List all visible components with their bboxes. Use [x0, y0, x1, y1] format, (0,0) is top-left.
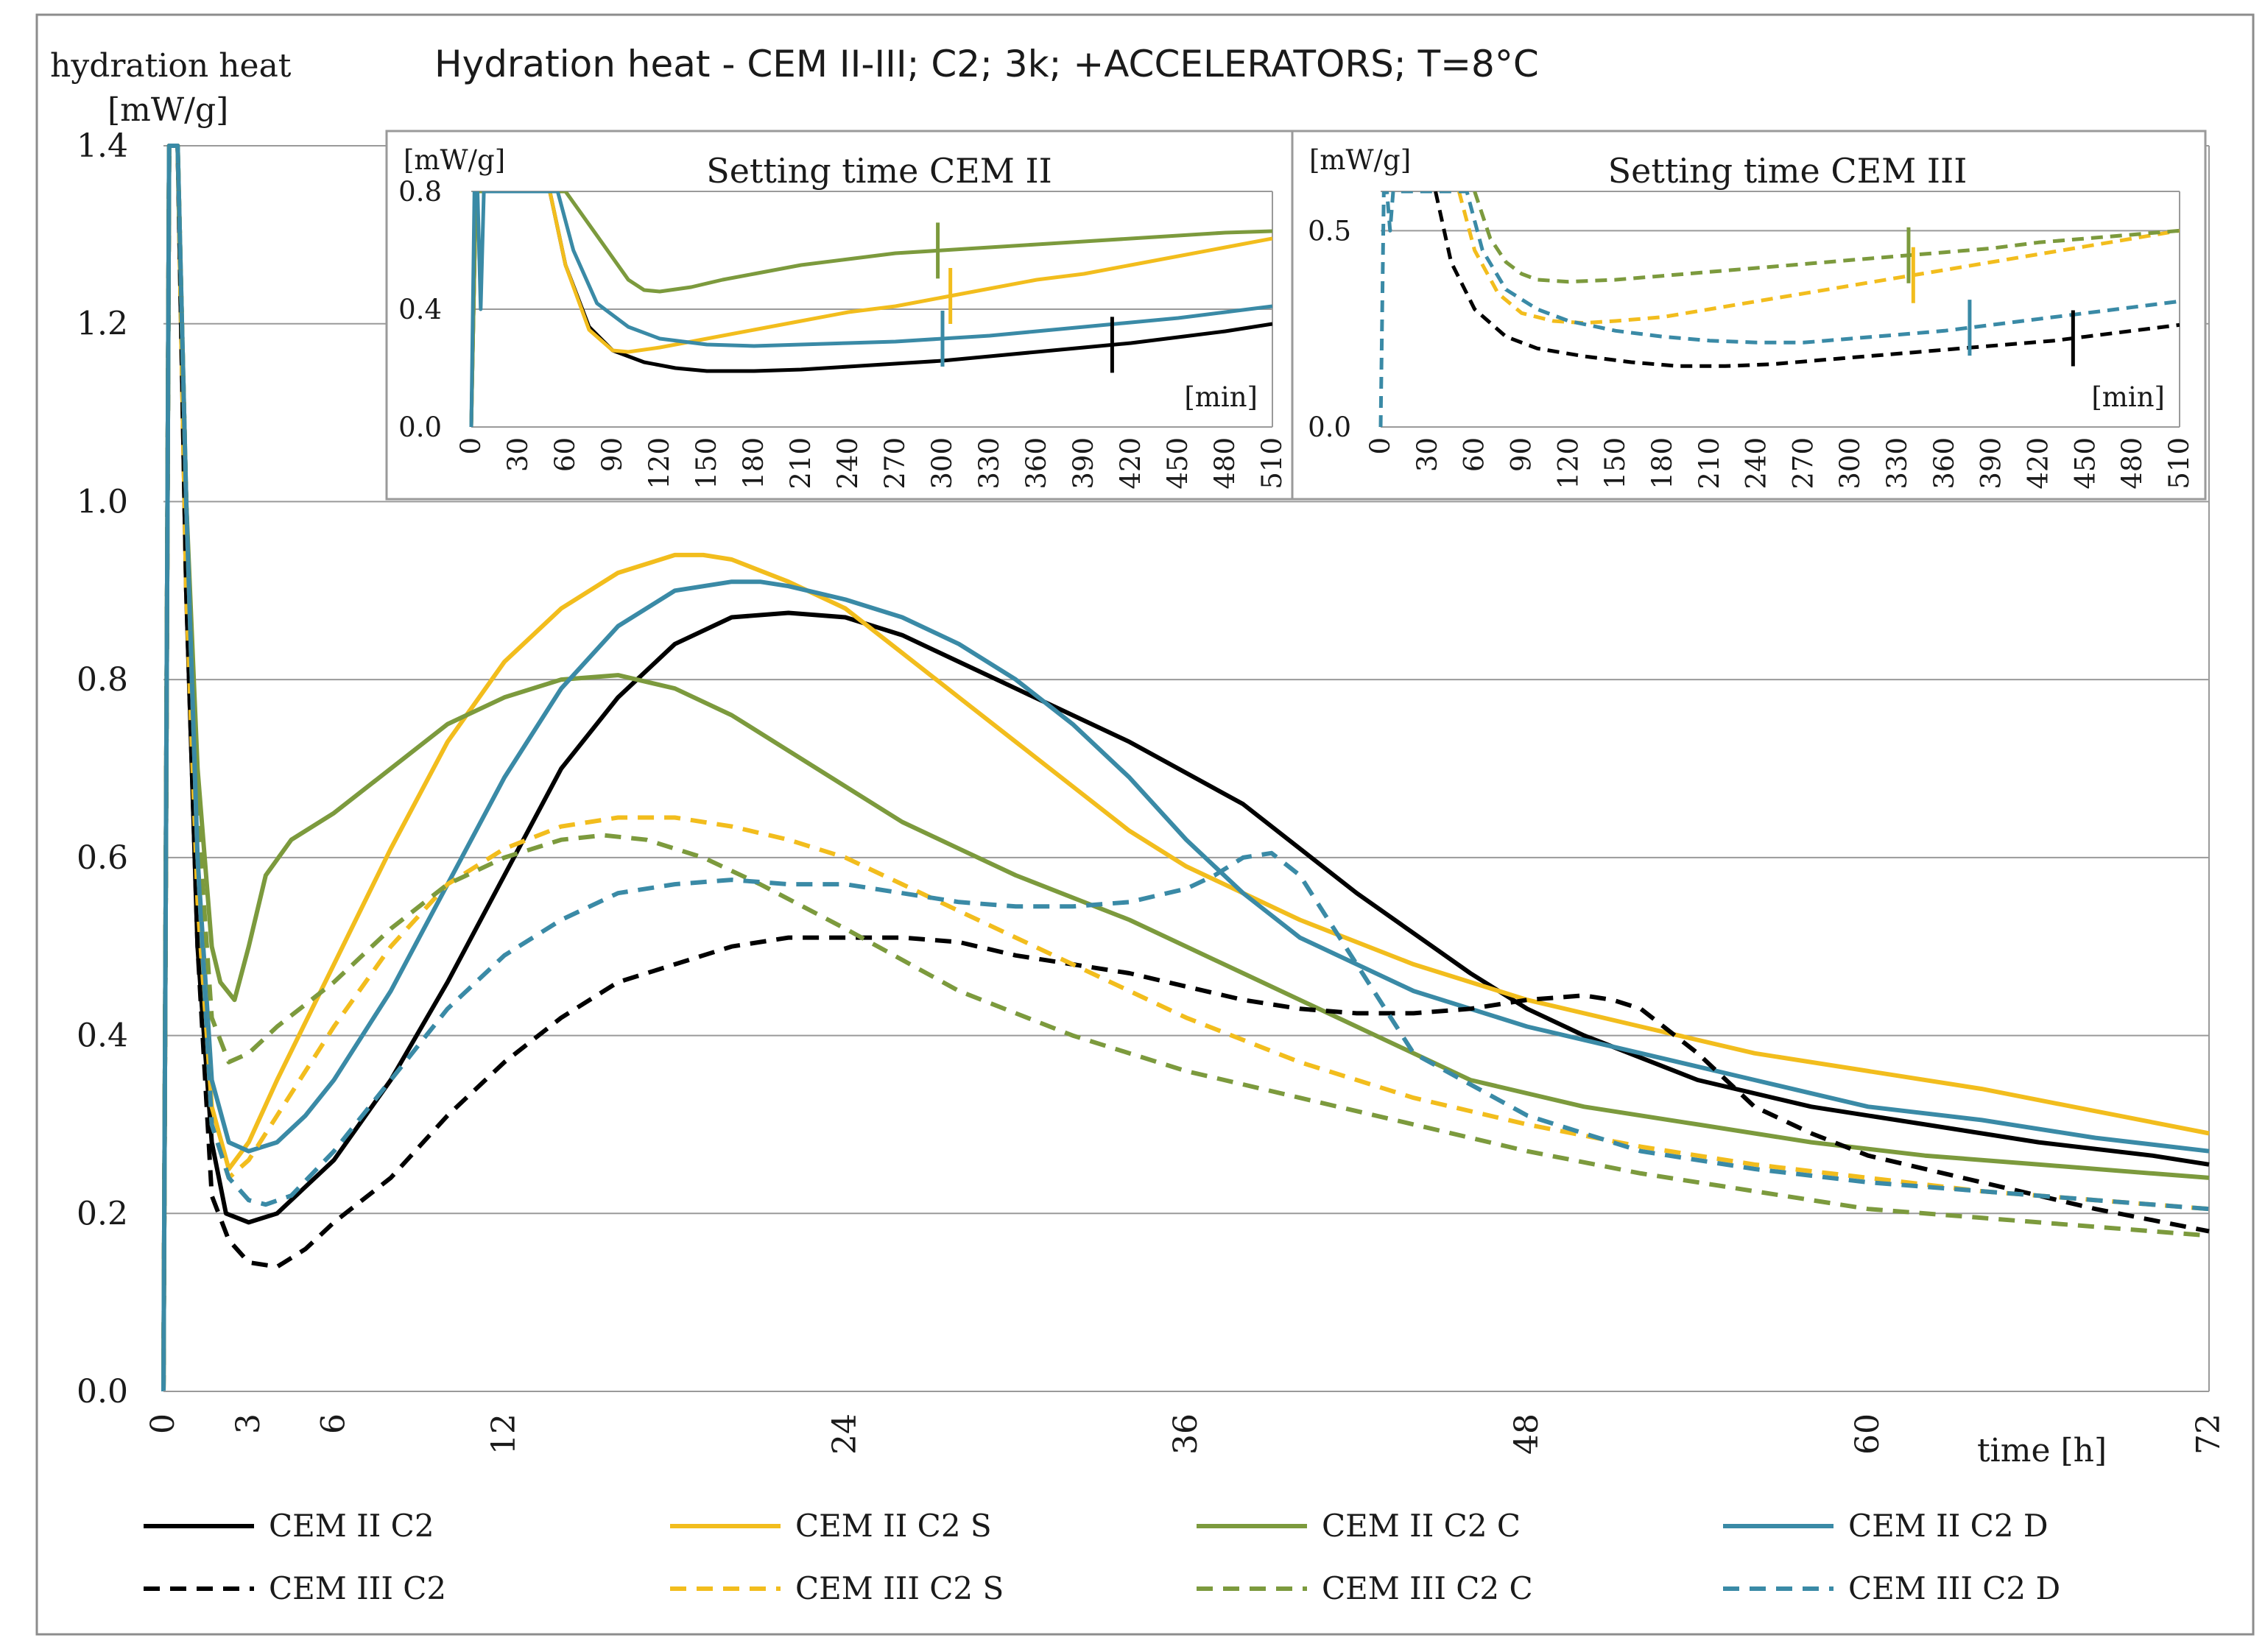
inset-x-tick-label: 420: [1115, 437, 1146, 490]
inset-x-tick-label: 120: [1552, 437, 1584, 490]
x-tick-label: 36: [1167, 1413, 1205, 1455]
inset-x-tick-label: 240: [1741, 437, 1772, 490]
x-axis-label: time [h]: [1977, 1432, 2107, 1469]
inset-series: [469, 191, 1272, 427]
inset-setting-time-cem-iii: 0.0 0.5 0 30 60 90 120 150 180 210 240 270 300 330 360…: [1291, 130, 2207, 501]
inset-x-tick-label: 120: [644, 437, 675, 490]
inset-x-tick-label: 270: [1787, 437, 1819, 490]
inset-x-tick-label: 510: [1256, 437, 1288, 490]
series-line-cem-ii-c2-d: [161, 144, 2210, 1392]
inset-y-tick-label: 0.0: [1308, 412, 1351, 443]
x-tick-label: 3: [230, 1413, 267, 1434]
legend-label: CEM III C2: [269, 1570, 446, 1606]
inset-x-tick-label: 360: [1928, 437, 1960, 490]
y-tick-label: 0.2: [77, 1195, 128, 1232]
inset-x-tick-label: 240: [832, 437, 864, 490]
legend-label: CEM II C2 S: [795, 1508, 992, 1544]
y-axis-label-line1: hydration heat: [50, 47, 292, 85]
inset-series-line-cem-iii-c2-c: [1473, 191, 2180, 284]
series-line-cem-ii-c2-s: [161, 144, 2210, 1392]
inset-x-tick-label: 360: [1021, 437, 1052, 490]
inset-x-tick-label: 300: [1834, 437, 1866, 490]
inset-x-tick-label: 480: [2116, 437, 2148, 490]
legend-label: CEM III C2 D: [1848, 1570, 2060, 1606]
y-tick-label: 0.8: [77, 661, 128, 699]
y-tick-label: 1.4: [77, 127, 128, 165]
inset-x-axis-label: [min]: [1184, 381, 1258, 413]
y-axis-label-line2: [mW/g]: [108, 91, 228, 129]
inset-x-tick-label: 270: [879, 437, 911, 490]
inset-x-tick-label: 510: [2163, 437, 2195, 490]
x-tick-label: 6: [315, 1413, 353, 1434]
inset-title: Setting time CEM II: [706, 151, 1052, 191]
inset-y-tick-label: 0.0: [398, 412, 442, 443]
inset-series-line-cem-ii-c2: [469, 191, 1272, 427]
inset-y-tick-label: 0.8: [398, 176, 442, 208]
inset-series-line-cem-ii-c2-s: [469, 191, 1272, 427]
x-tick-label: 48: [1508, 1413, 1546, 1455]
inset-y-axis-label: [mW/g]: [404, 144, 505, 176]
inset-x-tick-label: 30: [1412, 437, 1443, 472]
inset-x-tick-label: 180: [738, 437, 769, 490]
inset-x-tick-label: 90: [1505, 437, 1537, 472]
inset-series-line-cem-iii-c2: [1434, 191, 2180, 368]
inset-x-tick-label: 90: [596, 437, 628, 472]
inset-x-tick-label: 0: [1364, 437, 1396, 455]
legend-label: CEM II C2 C: [1322, 1508, 1521, 1544]
x-tick-label: 0: [144, 1413, 182, 1434]
inset-x-tick-label: 210: [1694, 437, 1725, 490]
legend-label: CEM III C2 C: [1322, 1570, 1533, 1606]
inset-x-tick-label: 420: [2023, 437, 2054, 490]
inset-x-tick-label: 300: [926, 437, 958, 490]
y-tick-label: 0.4: [77, 1017, 128, 1055]
series-line-cem-ii-c2-c: [161, 144, 2210, 1392]
inset-x-tick-label: 330: [1881, 437, 1913, 490]
series-line-cem-iii-c2-c: [161, 144, 2210, 1392]
inset-setting-time-cem-ii: 0.0 0.4 0.8 0 30 60 90 120 150 180 210 240 270 300 330…: [385, 130, 1294, 501]
y-tick-label: 0.6: [77, 839, 128, 877]
inset-y-tick-label: 0.5: [1308, 215, 1351, 247]
legend: CEM II C2 CEM II C2 S CEM II C2 C CEM II C2…: [144, 1508, 2060, 1606]
inset-x-tick-label: 0: [455, 437, 487, 455]
main-y-ticks: 0.0 0.2 0.4 0.6 0.8 1.0 1.2 1.4: [77, 127, 128, 1411]
main-x-ticks: 0 3 6 12 24 36 48 60 72: [144, 1413, 2227, 1455]
inset-series-line-cem-ii-c2-c: [469, 191, 1272, 427]
legend-label: CEM II C2: [269, 1508, 434, 1544]
inset-series-line-cem-iii-c2-s: [1456, 191, 2180, 325]
y-tick-label: 1.0: [77, 483, 128, 520]
inset-x-tick-label: 60: [1459, 437, 1490, 472]
chart-title: Hydration heat - CEM II-III; C2; 3k; +AC…: [434, 43, 1539, 85]
inset-x-tick-label: 30: [502, 437, 534, 472]
inset-title: Setting time CEM III: [1608, 151, 1968, 191]
y-tick-label: 0.0: [77, 1373, 128, 1411]
inset-x-tick-label: 480: [1209, 437, 1241, 490]
legend-label: CEM II C2 D: [1848, 1508, 2049, 1544]
x-tick-label: 72: [2190, 1413, 2227, 1455]
y-tick-label: 1.2: [77, 306, 128, 343]
inset-x-tick-label: 60: [549, 437, 581, 472]
inset-series: [1378, 191, 2180, 427]
inset-series-line-cem-ii-c2-d: [469, 191, 1272, 427]
inset-x-tick-label: 210: [785, 437, 817, 490]
inset-y-axis-label: [mW/g]: [1309, 144, 1411, 176]
inset-series-line-cem-iii-c2-d: [1378, 191, 2180, 427]
inset-x-tick-label: 180: [1646, 437, 1678, 490]
inset-x-tick-label: 450: [1162, 437, 1194, 490]
inset-x-tick-label: 450: [2069, 437, 2101, 490]
inset-x-tick-label: 390: [1976, 437, 2007, 490]
x-tick-label: 60: [1849, 1413, 1887, 1455]
legend-label: CEM III C2 S: [795, 1570, 1004, 1606]
inset-x-tick-label: 150: [1599, 437, 1631, 490]
main-series: [161, 144, 2210, 1392]
inset-x-tick-label: 150: [691, 437, 722, 490]
inset-x-tick-label: 390: [1068, 437, 1099, 490]
inset-y-tick-label: 0.4: [398, 294, 442, 325]
inset-x-axis-label: [min]: [2091, 381, 2165, 413]
x-tick-label: 12: [485, 1413, 523, 1455]
series-line-cem-iii-c2: [161, 144, 2210, 1392]
inset-x-tick-label: 330: [973, 437, 1005, 490]
x-tick-label: 24: [826, 1413, 864, 1455]
